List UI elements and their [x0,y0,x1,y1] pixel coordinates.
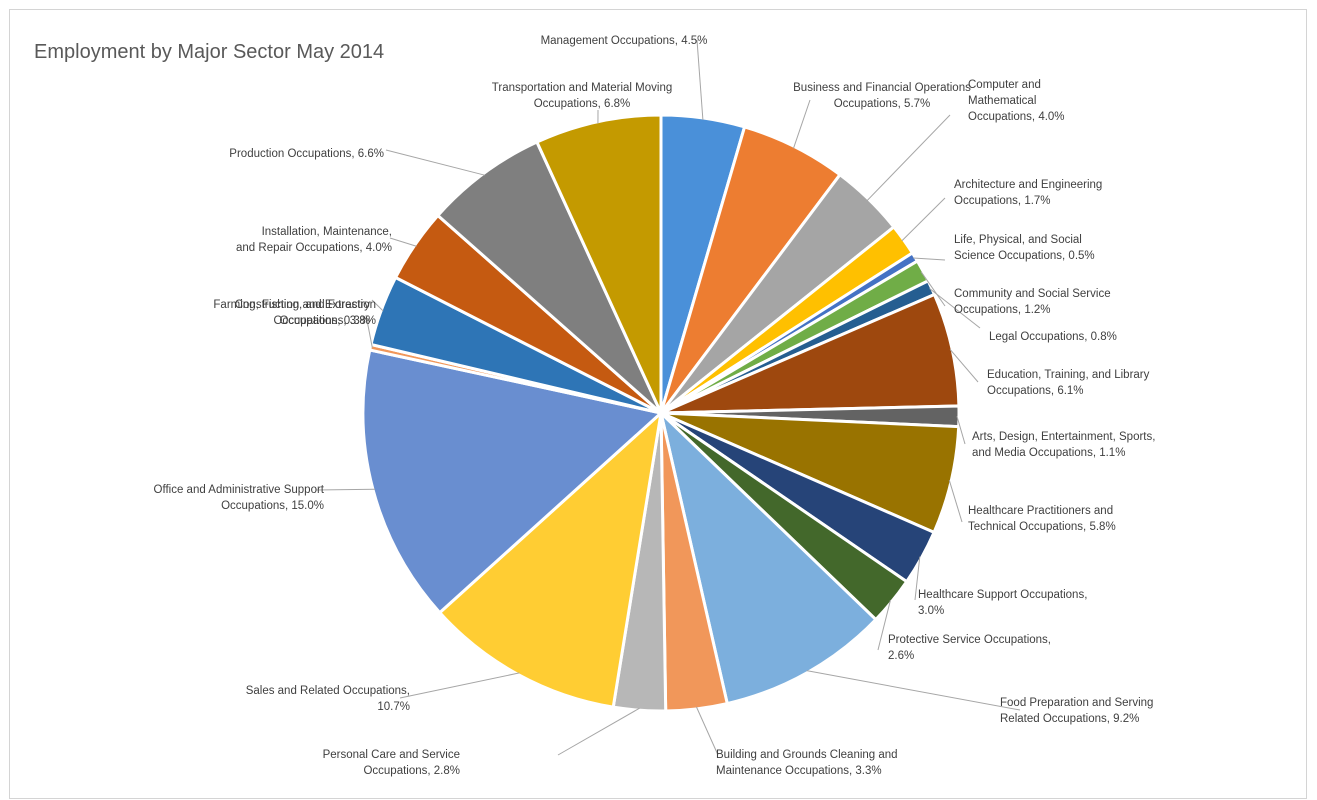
slice-label-line: Healthcare Support Occupations, [918,589,1087,601]
slice-label-line: Mathematical [968,95,1036,107]
chart-frame: Employment by Major Sector May 2014 Mana… [9,9,1307,799]
slice-label: Life, Physical, and Social Science Occupa… [954,234,1095,262]
slice-label-line: Occupations, 5.7% [834,98,931,110]
slice-label: Education, Training, and Library Occupati… [987,369,1150,397]
leader-line [386,150,485,175]
slice-label: Community and Social Service Occupations,… [954,288,1111,316]
slice-label: Architecture and Engineering Occupations,… [954,179,1102,207]
slice-label-line: Occupations, 3.8% [279,315,376,327]
slice-label: Building and Grounds Cleaning and Mainten… [716,749,898,777]
slice-label: Healthcare Support Occupations, 3.0% [918,589,1087,617]
slice-label-line: Healthcare Practitioners and [968,505,1113,517]
slice-label-line: Technical Occupations, 5.8% [968,521,1116,533]
slice-label-line: Computer and [968,79,1041,91]
slice-label-line: 2.6% [888,650,914,662]
slice-label-line: Arts, Design, Entertainment, Sports, [972,431,1155,443]
slice-label-line: Occupations, 2.8% [363,765,460,777]
slice-label: Production Occupations, 6.6% [229,148,384,160]
slice-label-line: Related Occupations, 9.2% [1000,713,1139,725]
slice-label-line: Transportation and Material Moving [492,82,672,94]
slice-label: Healthcare Practitioners and Technical Oc… [968,505,1116,533]
slice-label: Protective Service Occupations, 2.6% [888,634,1051,662]
slice-label-line: Occupations, 6.8% [534,98,631,110]
leader-line [807,671,1020,710]
leader-line [400,673,519,698]
slice-label-line: Education, Training, and Library [987,369,1150,381]
slice-label: Transportation and Material Moving Occupa… [492,82,672,110]
slice-label-line: Community and Social Service [954,288,1111,300]
slice-label-line: and Repair Occupations, 4.0% [236,242,392,254]
leader-line [902,198,945,241]
chart-title: Employment by Major Sector May 2014 [34,41,384,63]
slice-label: Personal Care and Service Occupations, 2.… [323,749,460,777]
leader-line [558,708,640,755]
slice-label-line: Installation, Maintenance, [262,226,392,238]
slice-label-line: Maintenance Occupations, 3.3% [716,765,882,777]
slice-label-line: Sales and Related Occupations, [246,685,410,697]
slice-label-line: Architecture and Engineering [954,179,1102,191]
slice-label-line: Occupations, 6.1% [987,385,1084,397]
slice-label: Office and Administrative Support Occupat… [154,484,325,512]
slice-label-line: Legal Occupations, 0.8% [989,331,1117,343]
slice-label-line: and Media Occupations, 1.1% [972,447,1125,459]
slice-label-line: 3.0% [918,605,944,617]
slice-label: Legal Occupations, 0.8% [989,331,1117,343]
leader-line [390,238,416,246]
leader-line [949,480,962,522]
slice-label-line: Management Occupations, 4.5% [541,35,708,47]
slice-label: Construction and Extraction Occupations, … [235,299,376,327]
slice-label-line: Life, Physical, and Social [954,234,1082,246]
slice-label-line: Production Occupations, 6.6% [229,148,384,160]
slice-label-line: Science Occupations, 0.5% [954,250,1095,262]
slice-label: Management Occupations, 4.5% [541,35,708,47]
leader-line [867,115,950,201]
slice-label: Sales and Related Occupations, 10.7% [246,685,410,713]
slice-label-line: 10.7% [377,701,410,713]
leader-line [316,489,375,490]
slice-label-line: Occupations, 15.0% [221,500,324,512]
leader-line [697,40,703,120]
slice-label-line: Building and Grounds Cleaning and [716,749,898,761]
slice-label-line: Protective Service Occupations, [888,634,1051,646]
leader-line [696,707,718,755]
slice-label-line: Business and Financial Operations [793,82,971,94]
slice-label: Installation, Maintenance, and Repair Occ… [236,226,392,254]
pie-chart: Employment by Major Sector May 2014 Mana… [10,10,1308,800]
leader-line [794,100,810,148]
slice-label-line: Occupations, 4.0% [968,111,1065,123]
slice-label-line: Personal Care and Service [323,749,460,761]
slice-label-line: Occupations, 1.2% [954,304,1051,316]
slice-label: Computer and Mathematical Occupations, 4.0… [968,79,1065,123]
slice-label-line: Occupations, 1.7% [954,195,1051,207]
slice-label-line: Food Preparation and Serving [1000,697,1153,709]
slice-label: Arts, Design, Entertainment, Sports, and … [972,431,1155,459]
slice-label: Business and Financial Operations Occupat… [793,82,971,110]
slice-label-line: Office and Administrative Support [154,484,325,496]
slice-label-line: Construction and Extraction [235,299,376,311]
slice-label: Food Preparation and Serving Related Occu… [1000,697,1153,725]
